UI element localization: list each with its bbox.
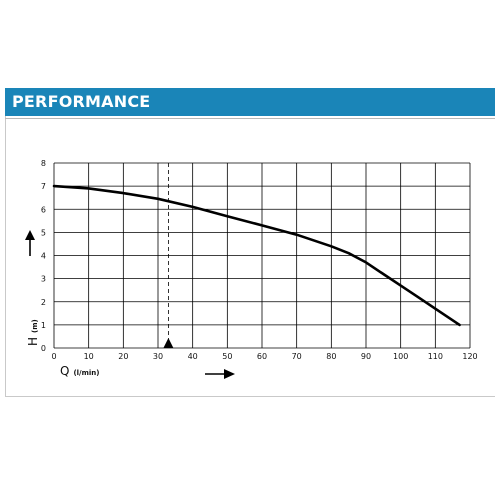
y-tick-label: 8 bbox=[41, 159, 46, 168]
header-bar: PERFORMANCE bbox=[5, 88, 495, 116]
y-tick-label: 6 bbox=[41, 205, 46, 214]
x-tick-label: 10 bbox=[84, 352, 94, 361]
x-tick-label: 110 bbox=[428, 352, 443, 361]
x-tick-label: 20 bbox=[118, 352, 128, 361]
x-axis-label: Q (l/min) bbox=[60, 364, 99, 378]
performance-curve-line bbox=[52, 184, 461, 327]
y-tick-label: 5 bbox=[41, 228, 46, 237]
y-axis-label: H(m) bbox=[26, 319, 40, 346]
y-tick-label: 3 bbox=[41, 275, 46, 284]
header-divider bbox=[5, 118, 495, 119]
x-tick-label: 30 bbox=[153, 352, 163, 361]
y-tick-label: 0 bbox=[41, 344, 46, 353]
x-tick-label: 60 bbox=[257, 352, 267, 361]
y-tick-label: 1 bbox=[41, 321, 46, 330]
x-tick-label: 70 bbox=[292, 352, 302, 361]
y-tick-label: 4 bbox=[41, 252, 46, 261]
x-tick-label: 50 bbox=[222, 352, 232, 361]
y-tick-label: 7 bbox=[41, 182, 46, 191]
x-tick-label: 0 bbox=[51, 352, 56, 361]
header-title: PERFORMANCE bbox=[12, 92, 151, 111]
x-tick-label: 120 bbox=[462, 352, 477, 361]
x-tick-label: 80 bbox=[326, 352, 336, 361]
x-tick-label: 40 bbox=[188, 352, 198, 361]
x-tick-label: 100 bbox=[393, 352, 408, 361]
x-tick-label: 90 bbox=[361, 352, 371, 361]
y-tick-label: 2 bbox=[41, 298, 46, 307]
y-axis-arrow-head bbox=[25, 230, 35, 240]
performance-card bbox=[5, 88, 495, 397]
duty-point-marker bbox=[163, 338, 174, 348]
x-axis-arrow-head bbox=[224, 369, 235, 379]
